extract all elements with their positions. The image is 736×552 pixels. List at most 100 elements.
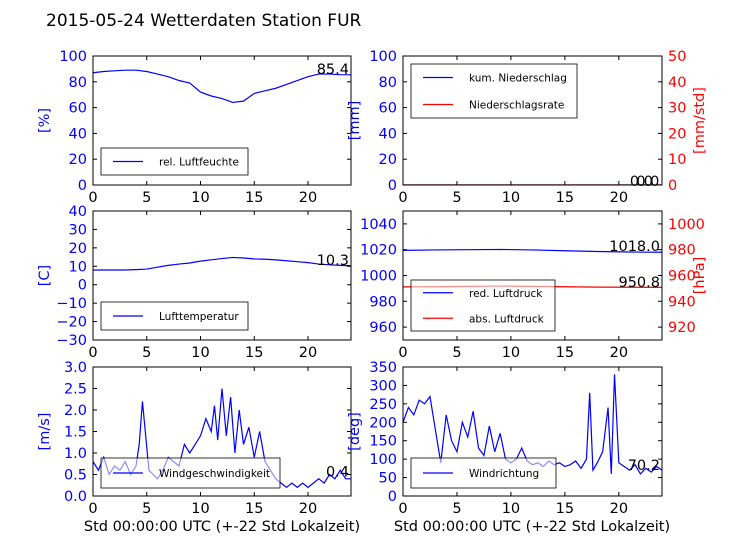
axes-frame-temperature — [92, 210, 352, 341]
axes-frame-humidity — [92, 55, 352, 186]
x-tick-label-temperature: 15 — [245, 345, 263, 361]
x-tick-label-pressure: 5 — [452, 345, 461, 361]
x-tick-label-pressure: 20 — [610, 345, 628, 361]
x-tick-label-windspeed: 15 — [245, 501, 263, 517]
legend-label-pressure: abs. Luftdruck — [469, 313, 545, 325]
y2-tick-label-pressure: 940 — [668, 294, 696, 310]
legend-humidity: rel. Luftfeuchte — [100, 147, 249, 176]
y-tick-label-pressure: 1040 — [360, 217, 397, 233]
y-tick-label-windspeed: 0.5 — [64, 468, 87, 484]
annotation-pressure: 950.8 — [618, 275, 660, 291]
y-tick-label-winddirection: 100 — [369, 452, 397, 468]
y-tick-label-humidity: 100 — [59, 49, 87, 65]
y-axis-label-precipitation: [mm] — [347, 101, 363, 141]
legend-label-pressure: red. Luftdruck — [469, 288, 543, 300]
x-axis-label-left: Std 00:00:00 UTC (+-22 Std Lokalzeit) — [84, 519, 360, 535]
figure-title: 2015-05-24 Wetterdaten Station FUR — [46, 11, 362, 31]
x-tick-label-humidity: 0 — [88, 190, 97, 206]
y-tick-label-windspeed: 1.5 — [64, 425, 87, 441]
y-tick-label-pressure: 1020 — [360, 243, 397, 259]
x-tick-label-pressure: 0 — [398, 345, 407, 361]
legend-pressure: red. Luftdruck abs. Luftdruck — [410, 279, 556, 332]
legend-label-temperature: Lufttemperatur — [159, 311, 239, 323]
y-tick-label-windspeed: 2.0 — [64, 403, 87, 419]
x-tick-label-temperature: 20 — [299, 345, 317, 361]
y-tick-label-temperature: 20 — [69, 241, 87, 257]
x-tick-label-precipitation: 0 — [398, 190, 407, 206]
x-tick-label-winddirection: 20 — [610, 501, 628, 517]
y-tick-label-pressure: 960 — [369, 320, 397, 336]
y-tick-label-temperature: 30 — [69, 222, 87, 238]
y-tick-label-windspeed: 2.5 — [64, 382, 87, 398]
x-tick-label-winddirection: 0 — [398, 501, 407, 517]
y-tick-label-temperature: −10 — [56, 296, 87, 312]
panel-precipitation: 0 5 10 15 20 0 20 40 60 80 100 0 10 20 30 40 50 [mm] [mm/s… — [347, 49, 708, 206]
legend-windspeed: Windgeschwindigkeit — [100, 457, 281, 489]
y-tick-label-humidity: 80 — [69, 75, 87, 91]
y-tick-label-temperature: 40 — [69, 204, 87, 220]
y-tick-label-temperature: −20 — [56, 315, 87, 331]
y-tick-label-windspeed: 3.0 — [64, 360, 87, 376]
legend-label-windspeed: Windgeschwindigkeit — [159, 468, 270, 480]
annotation-humidity: 85.4 — [317, 62, 349, 78]
y-tick-label-windspeed: 0.0 — [64, 489, 87, 505]
series-line-humidity-0 — [93, 69, 351, 104]
x-tick-label-windspeed: 5 — [142, 501, 151, 517]
x-tick-label-windspeed: 20 — [299, 501, 317, 517]
x-tick-label-temperature: 5 — [142, 345, 151, 361]
y2-tick-label-pressure: 960 — [668, 269, 696, 285]
y-tick-label-temperature: −30 — [56, 333, 87, 349]
y2-tick-label-pressure: 920 — [668, 320, 696, 336]
y2-axis-label-pressure: [hPa] — [692, 257, 708, 294]
x-tick-label-windspeed: 10 — [191, 501, 209, 517]
series-line-windspeed-0 — [93, 388, 351, 489]
y-tick-label-humidity: 60 — [69, 101, 87, 117]
y-tick-label-temperature: 0 — [78, 278, 87, 294]
y-tick-label-precipitation: 100 — [369, 49, 397, 65]
x-tick-label-windspeed: 0 — [88, 501, 97, 517]
y2-tick-label-precipitation: 40 — [668, 75, 686, 91]
y-tick-label-precipitation: 20 — [379, 152, 397, 168]
annotation-pressure: 1018.0 — [609, 239, 660, 255]
annotation-precipitation: 0.0 — [636, 174, 659, 190]
y-tick-label-pressure: 1000 — [360, 269, 397, 285]
y-tick-label-pressure: 980 — [369, 294, 397, 310]
x-tick-label-precipitation: 15 — [556, 190, 574, 206]
x-tick-label-pressure: 15 — [556, 345, 574, 361]
legend-precipitation: kum. Niederschlag Niederschlagsrate — [410, 63, 578, 119]
y-tick-label-humidity: 20 — [69, 152, 87, 168]
axes-frame-winddirection — [402, 366, 663, 497]
y-tick-label-winddirection: 150 — [369, 434, 397, 450]
y-axis-label-windspeed: [m/s] — [37, 413, 53, 451]
axes-frame-precipitation — [402, 55, 663, 186]
panel-windspeed: 0 5 10 15 20 0.0 0.5 1.0 1.5 2.0 2.5 3.0 [m/s] Windge… — [37, 360, 352, 517]
y2-tick-label-precipitation: 50 — [668, 49, 686, 65]
x-tick-label-humidity: 15 — [245, 190, 263, 206]
y2-tick-label-pressure: 980 — [668, 243, 696, 259]
x-tick-label-humidity: 20 — [299, 190, 317, 206]
x-tick-label-precipitation: 10 — [502, 190, 520, 206]
y2-tick-label-precipitation: 10 — [668, 152, 686, 168]
panel-humidity: 0 5 10 15 20 0 20 40 60 80 100 [%] rel. Luftfeuchte 8… — [37, 49, 352, 206]
x-tick-label-temperature: 0 — [88, 345, 97, 361]
y2-tick-label-precipitation: 0 — [668, 178, 677, 194]
y-axis-label-humidity: [%] — [37, 108, 53, 133]
annotation-temperature: 10.3 — [317, 253, 349, 269]
x-tick-label-humidity: 10 — [191, 190, 209, 206]
y-tick-label-precipitation: 60 — [379, 101, 397, 117]
legend-label-humidity: rel. Luftfeuchte — [159, 157, 239, 169]
y-axis-label-temperature: [C] — [37, 265, 53, 286]
y-tick-label-humidity: 40 — [69, 126, 87, 142]
x-tick-label-winddirection: 15 — [556, 501, 574, 517]
legend-temperature: Lufttemperatur — [100, 301, 249, 331]
panel-pressure: 0 5 10 15 20 960 980 1000 1020 1040 920 940 960 980 10… — [360, 210, 708, 361]
y-axis-label-winddirection: [deg] — [347, 412, 363, 451]
y-tick-label-temperature: 10 — [69, 259, 87, 275]
legend-label-winddirection: Windrichtung — [469, 468, 539, 480]
x-tick-label-precipitation: 20 — [610, 190, 628, 206]
x-tick-label-precipitation: 5 — [452, 190, 461, 206]
legend-box-pressure — [410, 279, 556, 332]
series-line-pressure-0 — [403, 248, 662, 253]
